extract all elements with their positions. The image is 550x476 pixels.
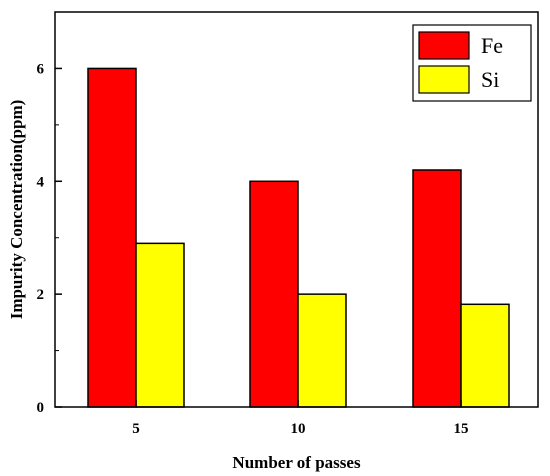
bar-fe-10 — [249, 180, 299, 408]
axes-group: 0 2 4 6 5 10 15 — [37, 11, 539, 437]
legend-swatch-fe — [418, 31, 470, 60]
y-tick-label-2: 2 — [37, 287, 45, 303]
x-tick-label-10: 10 — [291, 421, 306, 437]
legend-swatch-si — [418, 65, 470, 94]
bar-si-15 — [460, 303, 510, 408]
y-tick-label-4: 4 — [37, 174, 45, 190]
plot-frame — [54, 11, 539, 408]
x-tick-label-5: 5 — [132, 421, 140, 437]
x-axis-title: Number of passes — [232, 453, 361, 472]
y-axis-title: Impurity Concentration(ppm) — [7, 100, 26, 320]
bar-si-10 — [297, 293, 347, 408]
legend-label-fe: Fe — [481, 33, 503, 58]
y-tick-label-6: 6 — [37, 61, 45, 77]
bar-si-5 — [135, 242, 185, 408]
y-tick-label-0: 0 — [37, 400, 45, 416]
x-tick-label-15: 15 — [454, 421, 469, 437]
legend: Fe Si — [412, 24, 532, 102]
bar-fe-15 — [412, 169, 462, 408]
bar-fe-5 — [87, 67, 137, 408]
legend-label-si: Si — [481, 67, 499, 92]
bars-group — [87, 67, 510, 408]
